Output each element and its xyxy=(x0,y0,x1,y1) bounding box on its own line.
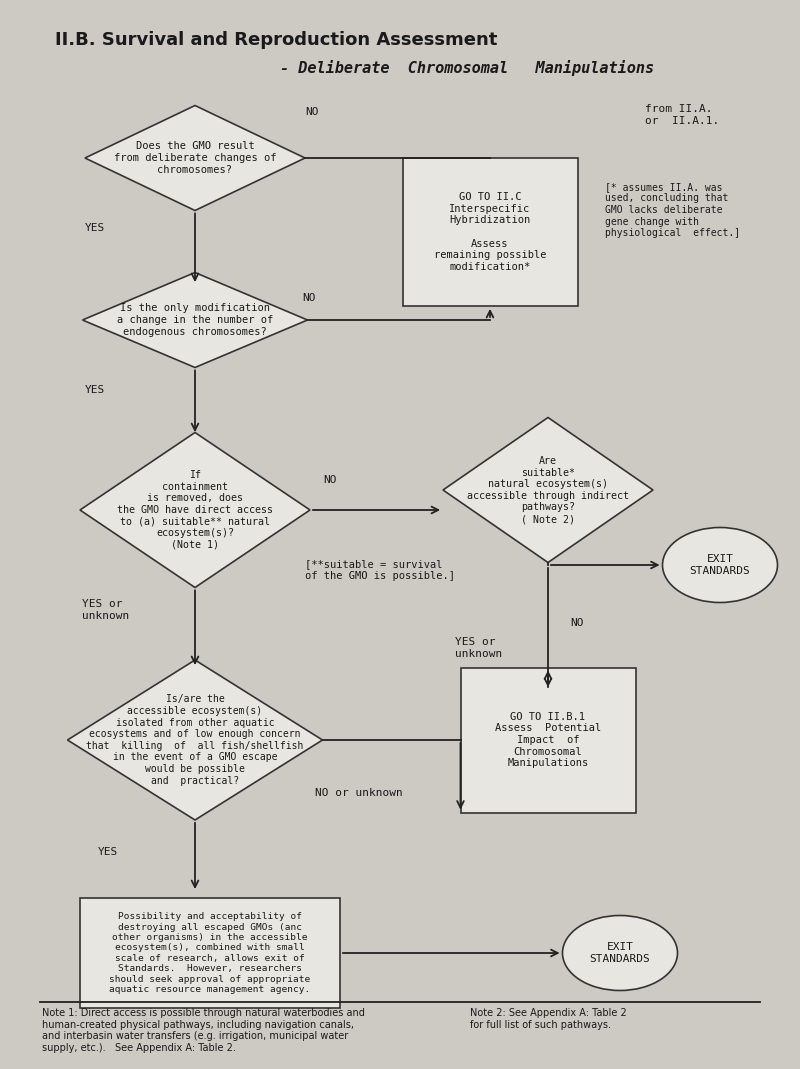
Text: EXIT
STANDARDS: EXIT STANDARDS xyxy=(690,554,750,576)
Text: YES: YES xyxy=(85,385,106,396)
Text: from II.A.
or  II.A.1.: from II.A. or II.A.1. xyxy=(645,104,719,126)
Text: If
containment
is removed, does
the GMO have direct access
to (a) suitable** nat: If containment is removed, does the GMO … xyxy=(117,470,273,549)
Text: YES or
unknown: YES or unknown xyxy=(82,600,130,621)
Text: NO: NO xyxy=(305,107,318,117)
Bar xyxy=(402,158,578,306)
Text: NO or unknown: NO or unknown xyxy=(315,788,402,797)
Text: Note 2: See Appendix A: Table 2
for full list of such pathways.: Note 2: See Appendix A: Table 2 for full… xyxy=(470,1008,626,1029)
Text: II.B. Survival and Reproduction Assessment: II.B. Survival and Reproduction Assessme… xyxy=(55,31,498,49)
Polygon shape xyxy=(82,273,307,368)
Polygon shape xyxy=(80,433,310,588)
Text: [* assumes II.A. was
used, concluding that
GMO lacks deliberate
gene change with: [* assumes II.A. was used, concluding th… xyxy=(605,182,740,238)
Bar xyxy=(80,898,340,1008)
Text: Is/are the
accessible ecosystem(s)
isolated from other aquatic
ecosystems and of: Is/are the accessible ecosystem(s) isola… xyxy=(86,695,304,786)
Text: EXIT
STANDARDS: EXIT STANDARDS xyxy=(590,942,650,964)
Text: YES or
unknown: YES or unknown xyxy=(455,637,502,659)
Ellipse shape xyxy=(562,915,678,991)
Text: Are
suitable*
natural ecosystem(s)
accessible through indirect
pathways?
( Note : Are suitable* natural ecosystem(s) acces… xyxy=(467,456,629,524)
Text: YES: YES xyxy=(98,847,118,857)
Polygon shape xyxy=(67,660,322,820)
Polygon shape xyxy=(85,106,305,211)
Text: Possibility and acceptability of
destroying all escaped GMOs (anc
other organism: Possibility and acceptability of destroy… xyxy=(110,912,310,994)
Text: [**suitable = survival
of the GMO is possible.]: [**suitable = survival of the GMO is pos… xyxy=(305,559,455,580)
Polygon shape xyxy=(443,418,653,562)
Ellipse shape xyxy=(662,527,778,603)
Text: GO TO II.B.1
Assess  Potential
Impact  of
Chromosomal
Manipulations: GO TO II.B.1 Assess Potential Impact of … xyxy=(495,712,601,769)
Text: - Deliberate  Chromosomal   Manipulations: - Deliberate Chromosomal Manipulations xyxy=(280,60,654,76)
Text: Note 1: Direct access is possible through natural waterbodies and
human-created : Note 1: Direct access is possible throug… xyxy=(42,1008,365,1053)
Text: NO: NO xyxy=(570,618,583,628)
Text: NO: NO xyxy=(302,293,315,303)
Bar xyxy=(461,667,635,812)
Text: Is the only modification
a change in the number of
endogenous chromosomes?: Is the only modification a change in the… xyxy=(117,304,273,337)
Text: GO TO II.C
Interspecific
Hybridization

Assess
remaining possible
modification*: GO TO II.C Interspecific Hybridization A… xyxy=(434,192,546,272)
Text: Does the GMO result
from deliberate changes of
chromosomes?: Does the GMO result from deliberate chan… xyxy=(114,141,276,174)
Text: YES: YES xyxy=(85,223,106,233)
Text: NO: NO xyxy=(323,475,337,485)
